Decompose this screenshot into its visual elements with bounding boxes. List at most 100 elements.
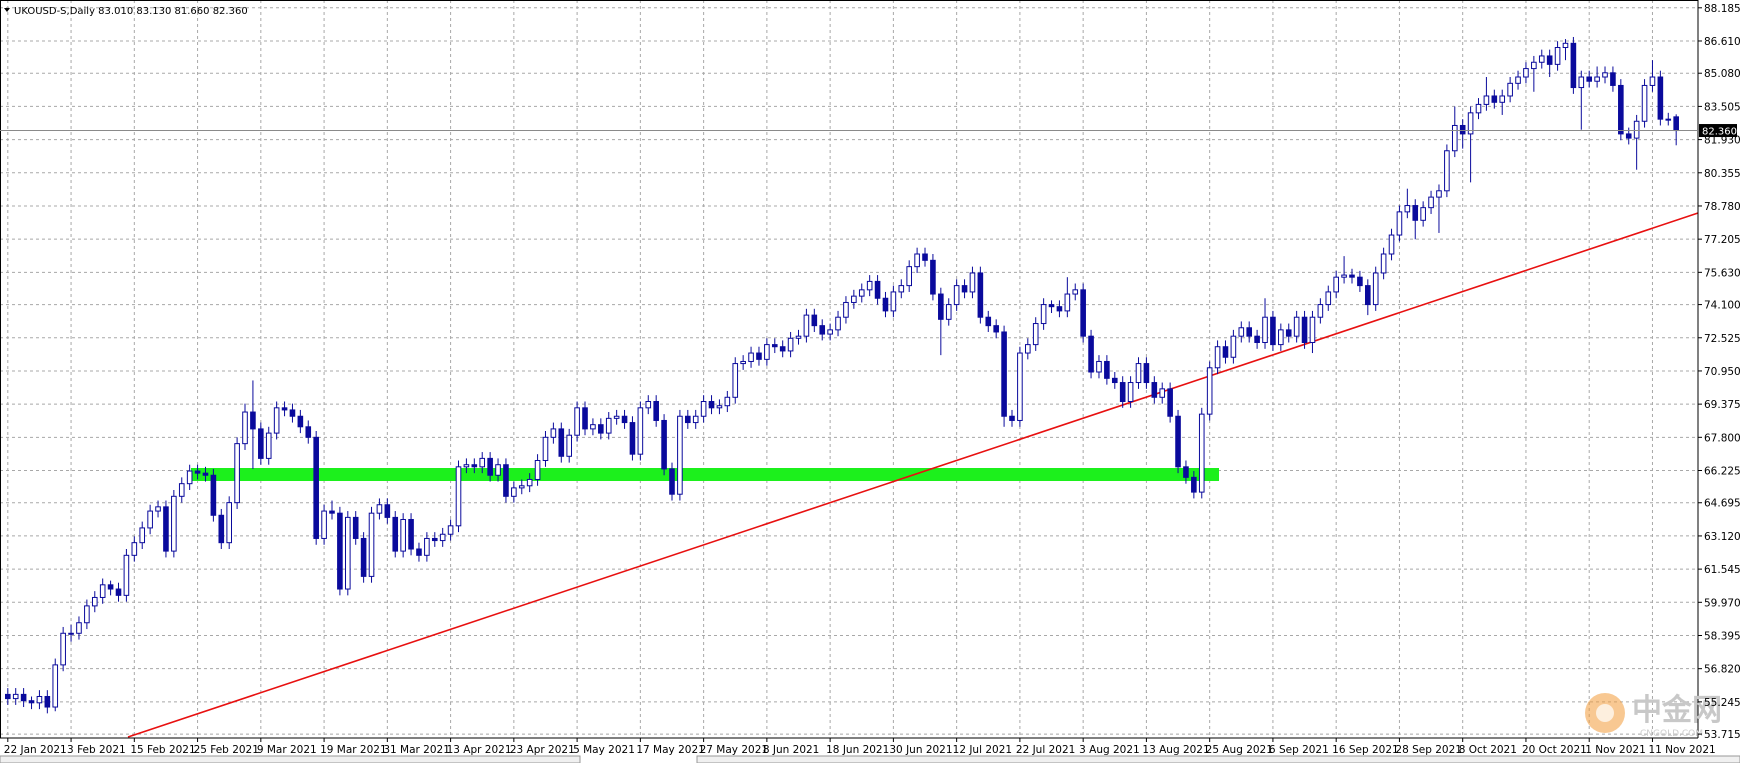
chart-title: UKOUSD-S,Daily 83.010 83.130 81.660 82.3… <box>14 6 248 17</box>
x-tick-label: 11 Nov 2021 <box>1648 744 1715 756</box>
trend-line <box>127 212 1699 738</box>
candle-body <box>1040 304 1047 325</box>
candle-body <box>1333 276 1339 293</box>
last-price-label: 82.360 <box>1702 127 1737 138</box>
candle-body <box>76 622 82 634</box>
candle-body <box>1483 95 1490 105</box>
candle-body <box>621 415 628 424</box>
candle-body <box>993 325 999 333</box>
candle-body <box>740 360 746 365</box>
candle-body <box>1096 360 1102 373</box>
candle-body <box>811 314 818 327</box>
candle-body <box>1009 415 1015 421</box>
candle-body <box>1475 103 1482 114</box>
candle-body <box>1104 360 1110 379</box>
candle-body <box>930 259 936 295</box>
candle-body <box>1159 388 1166 398</box>
candle-body <box>708 401 715 409</box>
candle-body <box>186 470 193 485</box>
candle-body <box>273 407 280 434</box>
candle-body <box>771 344 778 348</box>
candle-body <box>582 407 588 430</box>
candle-body <box>945 304 952 320</box>
candle-body <box>1467 112 1474 135</box>
candle-body <box>1262 316 1268 344</box>
candle-body <box>463 464 470 468</box>
symbol-arrow <box>4 8 10 12</box>
x-tick-label: 13 Aug 2021 <box>1142 744 1209 756</box>
candle-body <box>313 436 319 539</box>
candle-body <box>147 510 153 529</box>
candle-body <box>447 525 454 535</box>
candle-body <box>534 459 541 480</box>
candle-body <box>487 457 493 476</box>
candle-body <box>732 363 739 398</box>
x-tick-label: 22 Jan 2021 <box>4 744 67 756</box>
candle-body <box>258 428 264 459</box>
candle-body <box>669 468 675 495</box>
candle-body <box>566 434 573 457</box>
candle-body <box>424 537 430 556</box>
candle-body <box>1546 55 1553 65</box>
candle-body <box>44 695 51 708</box>
x-tick-label: 19 Mar 2021 <box>320 744 387 756</box>
candle-body <box>123 554 130 596</box>
candle-body <box>265 432 272 459</box>
candle-body <box>1657 76 1664 120</box>
candle-body <box>352 516 359 539</box>
candle-body <box>700 401 707 417</box>
candle-body <box>938 293 944 320</box>
candle-body <box>756 352 762 360</box>
candle-body <box>226 502 232 544</box>
candle-body <box>28 700 35 704</box>
x-tick-label: 3 Aug 2021 <box>1079 744 1140 756</box>
candle-body <box>1428 196 1434 209</box>
candle-body <box>1404 205 1411 213</box>
candle-body <box>91 596 98 607</box>
support-zone <box>191 468 1219 481</box>
candle-body <box>858 289 865 297</box>
y-tick-label: 81.930 <box>1704 135 1740 147</box>
candle-body <box>305 426 312 438</box>
candle-body <box>898 285 905 293</box>
y-tick-label: 58.395 <box>1704 630 1740 642</box>
x-tick-label: 27 May 2021 <box>700 744 768 756</box>
candle-body <box>1515 76 1521 84</box>
candle-body <box>234 443 240 504</box>
watermark-sub: CNGOLD.COM <box>1640 729 1703 739</box>
candle-body <box>1293 316 1300 337</box>
x-tick-label: 16 Sep 2021 <box>1332 744 1399 756</box>
candle-body <box>1531 61 1537 70</box>
candle-body <box>795 335 802 339</box>
y-tick-label: 59.970 <box>1704 597 1740 609</box>
candle-body <box>1206 367 1213 415</box>
candle-body <box>1633 120 1640 139</box>
candle-body <box>882 297 889 312</box>
candle-body <box>155 506 161 512</box>
x-tick-label: 1 Nov 2021 <box>1585 744 1646 756</box>
candle-body <box>1349 274 1355 278</box>
x-tick-label: 3 Feb 2021 <box>67 744 126 756</box>
candle-body <box>1143 363 1150 384</box>
candle-body <box>345 516 351 590</box>
candle-body <box>542 436 549 461</box>
candle-body <box>890 291 897 312</box>
candle-body <box>1238 327 1245 337</box>
candle-body <box>1578 76 1585 89</box>
candle-body <box>107 584 114 590</box>
candle-body <box>163 506 169 552</box>
y-tick-label: 77.205 <box>1704 234 1740 246</box>
candle-body <box>874 280 881 299</box>
candle-body <box>1111 377 1118 384</box>
scrollbar[interactable] <box>696 755 1740 763</box>
y-tick-label: 86.610 <box>1704 36 1740 48</box>
candle-body <box>1365 285 1371 306</box>
candle-body <box>922 253 928 261</box>
x-tick-label: 8 Oct 2021 <box>1459 744 1517 756</box>
candle-body <box>677 415 683 495</box>
scrollbar[interactable] <box>0 755 581 763</box>
candle-body <box>1641 84 1648 122</box>
y-tick-label: 85.080 <box>1704 68 1740 80</box>
